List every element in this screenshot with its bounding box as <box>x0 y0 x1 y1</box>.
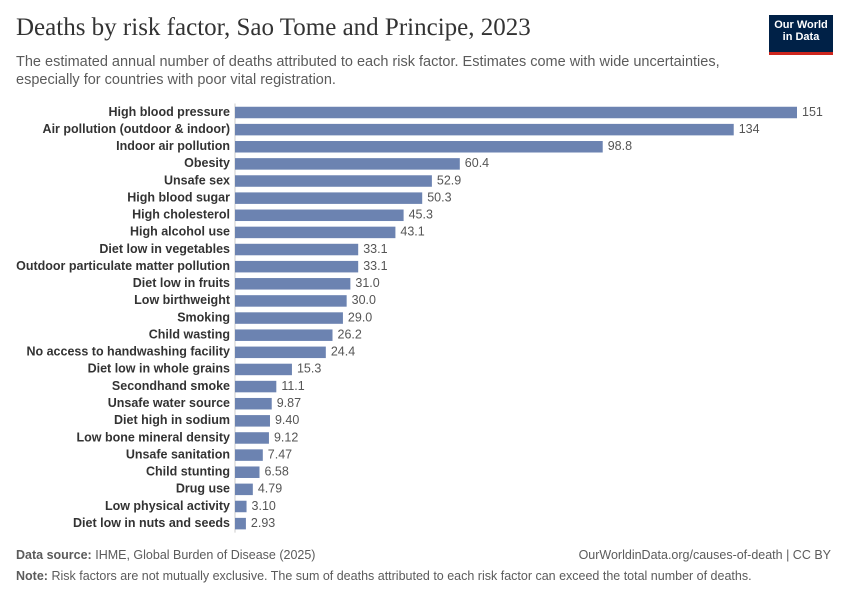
bar <box>235 432 269 444</box>
category-label: Child stunting <box>146 465 230 479</box>
value-label: 9.40 <box>275 413 299 427</box>
value-label: 9.12 <box>274 430 298 444</box>
category-label: Diet low in vegetables <box>99 242 230 256</box>
category-label: Low bone mineral density <box>77 430 231 444</box>
bar <box>235 260 359 273</box>
value-label: 30.0 <box>352 293 376 307</box>
bar <box>235 209 404 222</box>
bar <box>235 346 326 359</box>
value-label: 9.87 <box>277 396 301 410</box>
value-label: 33.1 <box>363 259 387 273</box>
value-label: 151 <box>802 105 823 119</box>
bar <box>235 175 432 187</box>
value-label: 15.3 <box>297 362 321 376</box>
value-label: 2.93 <box>251 516 275 530</box>
source: Data source: IHME, Global Burden of Dise… <box>16 548 315 562</box>
category-label: Diet low in nuts and seeds <box>73 516 230 530</box>
bar <box>235 397 272 410</box>
bar <box>235 466 260 478</box>
bar <box>235 226 396 239</box>
url[interactable]: OurWorldinData.org/causes-of-death | CC … <box>578 548 831 562</box>
category-label: Secondhand smoke <box>112 379 230 393</box>
bar <box>235 158 460 170</box>
category-label: High alcohol use <box>130 225 230 239</box>
category-label: Unsafe water source <box>108 396 230 410</box>
category-label: Unsafe sex <box>164 173 230 187</box>
category-label: Unsafe sanitation <box>126 447 230 461</box>
chart: High blood pressure 151 Air pollution (out… <box>16 103 823 533</box>
value-label: 52.9 <box>437 173 461 187</box>
bar <box>235 500 247 513</box>
value-label: 43.1 <box>400 225 424 239</box>
category-label: Diet low in whole grains <box>88 362 230 376</box>
value-label: 134 <box>739 122 760 136</box>
value-label: 24.4 <box>331 345 355 359</box>
note: Note: Risk factors are not mutually excl… <box>16 569 752 583</box>
category-label: High blood sugar <box>127 190 230 204</box>
bar <box>235 106 797 119</box>
logo-text: Our World <box>774 19 828 31</box>
bar <box>235 415 270 427</box>
category-label: Smoking <box>177 310 230 324</box>
category-label: Obesity <box>184 156 230 170</box>
value-label: 7.47 <box>268 447 292 461</box>
category-label: Diet low in fruits <box>133 276 230 290</box>
bar <box>235 483 253 496</box>
value-label: 60.4 <box>465 156 489 170</box>
value-label: 3.10 <box>252 499 276 513</box>
category-label: Air pollution (outdoor & indoor) <box>43 122 230 136</box>
category-label: No access to handwashing facility <box>26 345 230 359</box>
chart-title: Deaths by risk factor, Sao Tome and Prin… <box>16 14 531 41</box>
logo-text: in Data <box>782 31 820 43</box>
bar <box>235 449 263 461</box>
bar <box>235 192 423 204</box>
bar <box>235 517 246 530</box>
bar <box>235 363 292 376</box>
note-label: Note: <box>16 569 48 583</box>
value-label: 6.58 <box>264 465 288 479</box>
value-label: 33.1 <box>363 242 387 256</box>
bar <box>235 243 359 256</box>
bar <box>235 380 277 393</box>
value-label: 50.3 <box>427 190 451 204</box>
value-label: 11.1 <box>281 379 304 393</box>
category-label: Indoor air pollution <box>116 139 230 153</box>
category-label: Outdoor particulate matter pollution <box>16 259 230 273</box>
logo[interactable]: Our World in Data <box>769 15 833 55</box>
bar <box>235 329 333 341</box>
value-label: 4.79 <box>258 482 282 496</box>
bar <box>235 312 343 324</box>
bar <box>235 123 734 136</box>
bar <box>235 295 347 307</box>
category-label: Diet high in sodium <box>114 413 230 427</box>
value-label: 26.2 <box>338 327 362 341</box>
bar <box>235 141 603 153</box>
category-label: High cholesterol <box>132 208 230 222</box>
chart-subtitle: The estimated annual number of deaths at… <box>16 54 720 88</box>
value-label: 31.0 <box>355 276 379 290</box>
category-label: Low physical activity <box>105 499 230 513</box>
category-label: Child wasting <box>149 327 230 341</box>
bar <box>235 278 351 290</box>
category-label: Low birthweight <box>134 293 231 307</box>
value-label: 45.3 <box>409 208 433 222</box>
category-label: High blood pressure <box>108 105 230 119</box>
value-label: 29.0 <box>348 310 372 324</box>
note-text: Risk factors are not mutually exclusive.… <box>51 569 752 583</box>
category-label: Drug use <box>176 482 230 496</box>
value-label: 98.8 <box>608 139 632 153</box>
source-label: Data source: <box>16 548 92 562</box>
source-text: IHME, Global Burden of Disease (2025) <box>95 548 316 562</box>
